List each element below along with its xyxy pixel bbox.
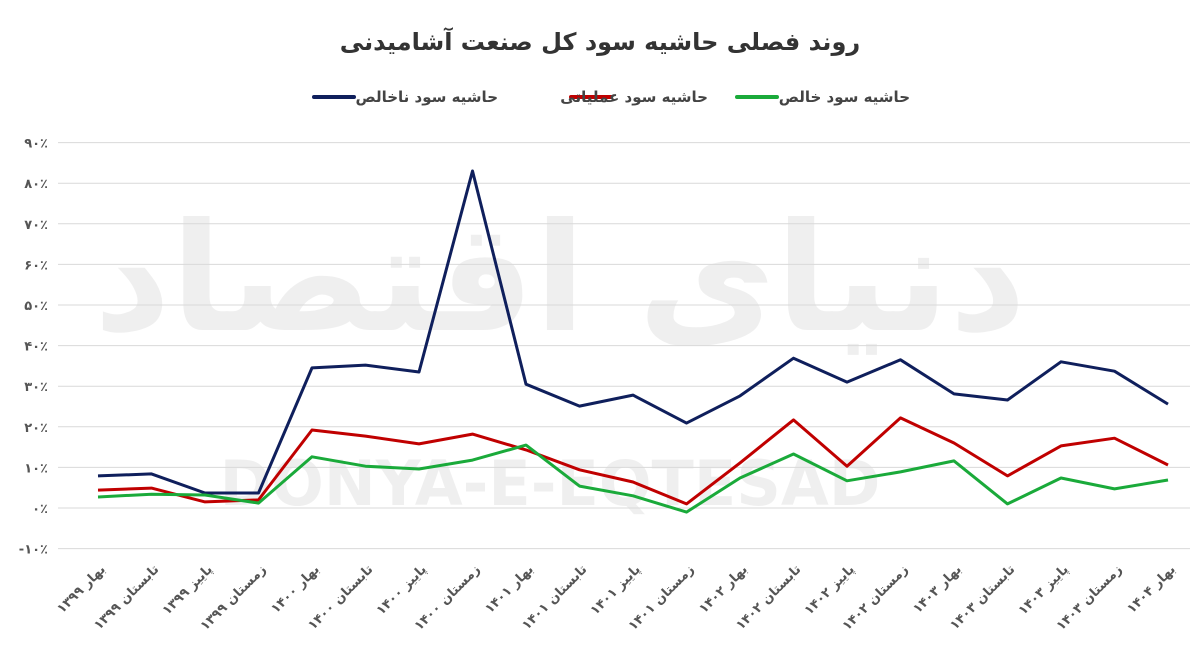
x-tick-label: پاییز ۱۳۹۹ <box>160 562 216 618</box>
y-tick-label: ۹۰٪ <box>24 137 48 152</box>
legend-item: حاشیه سود عملیاتی <box>560 88 708 106</box>
x-tick-label: بهار ۱۴۰۳ <box>910 562 965 617</box>
x-tick-label: بهار ۱۴۰۰ <box>268 562 323 617</box>
y-tick-label: ۷۰٪ <box>24 218 48 233</box>
y-tick-label: ۸۰٪ <box>24 177 48 192</box>
legend-item: حاشیه سود ناخالص <box>314 88 498 106</box>
watermark-fa: دنیای اقتصاد <box>94 192 1027 366</box>
legend-item: حاشیه سود خالص <box>737 88 910 106</box>
x-tick-label: بهار ۱۴۰۱ <box>482 562 537 617</box>
x-tick-label: بهار ۱۴۰۴ <box>1124 562 1179 617</box>
y-tick-label: ۳۰٪ <box>24 380 48 395</box>
y-axis: -۱۰٪ ۰٪ ۱۰٪ ۲۰٪ ۳۰٪ ۴۰٪ ۵۰٪ ۶۰٪ ۷۰٪ ۸۰٪ ۹۰٪ <box>19 137 48 558</box>
y-tick-label: ۲۰٪ <box>24 421 48 436</box>
legend-label: حاشیه سود خالص <box>779 88 910 106</box>
y-tick-label: ۰٪ <box>32 502 48 517</box>
x-tick-label: پاییز ۱۴۰۲ <box>802 562 858 618</box>
x-tick-label: پاییز ۱۴۰۳ <box>1016 562 1072 618</box>
y-tick-label: ۱۰٪ <box>24 461 48 476</box>
legend-label: حاشیه سود عملیاتی <box>560 88 708 106</box>
x-tick-label: پاییز ۱۴۰۱ <box>588 562 644 618</box>
chart-title: روند فصلی حاشیه سود کل صنعت آشامیدنی <box>340 27 860 56</box>
legend-label: حاشیه سود ناخالص <box>355 88 498 106</box>
x-tick-label: پاییز ۱۴۰۰ <box>374 562 430 618</box>
y-tick-label: ۶۰٪ <box>24 258 48 273</box>
x-tick-label: بهار ۱۳۹۹ <box>54 562 109 617</box>
y-tick-label: ۴۰٪ <box>24 340 48 355</box>
y-tick-label: -۱۰٪ <box>19 543 48 558</box>
legend: حاشیه سود ناخالص حاشیه سود عملیاتی حاشیه س… <box>314 88 910 106</box>
x-tick-label: بهار ۱۴۰۲ <box>696 562 751 617</box>
y-tick-label: ۵۰٪ <box>24 299 48 314</box>
